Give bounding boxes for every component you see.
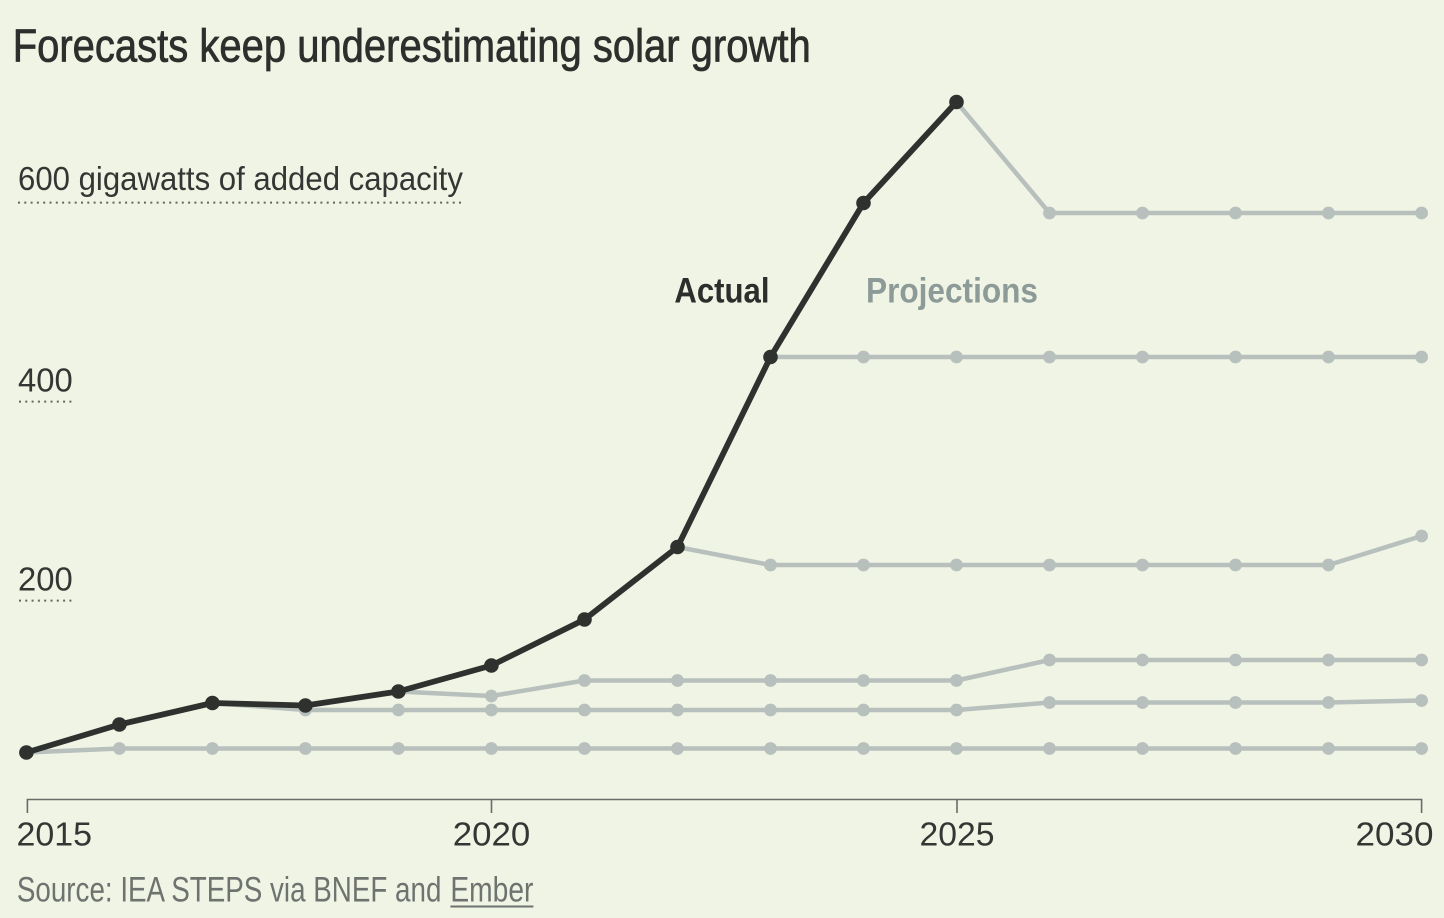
- svg-text:Forecasts keep underestimating: Forecasts keep underestimating solar gro…: [13, 20, 811, 72]
- svg-text:2025: 2025: [920, 816, 995, 853]
- svg-text:Ember: Ember: [450, 871, 533, 910]
- svg-text:200: 200: [18, 561, 73, 598]
- svg-text:Actual: Actual: [674, 272, 769, 311]
- svg-text:Source: IEA STEPS via BNEF and: Source: IEA STEPS via BNEF and: [17, 871, 442, 910]
- svg-text:600 gigawatts of added capacit: 600 gigawatts of added capacity: [18, 160, 463, 197]
- svg-text:2020: 2020: [453, 816, 531, 853]
- svg-text:2030: 2030: [1356, 816, 1434, 853]
- svg-text:2015: 2015: [17, 816, 93, 853]
- svg-text:Projections: Projections: [866, 272, 1038, 311]
- svg-text:400: 400: [18, 362, 73, 399]
